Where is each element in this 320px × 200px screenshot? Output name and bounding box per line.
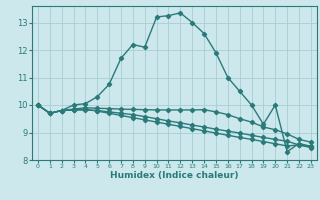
- X-axis label: Humidex (Indice chaleur): Humidex (Indice chaleur): [110, 171, 239, 180]
